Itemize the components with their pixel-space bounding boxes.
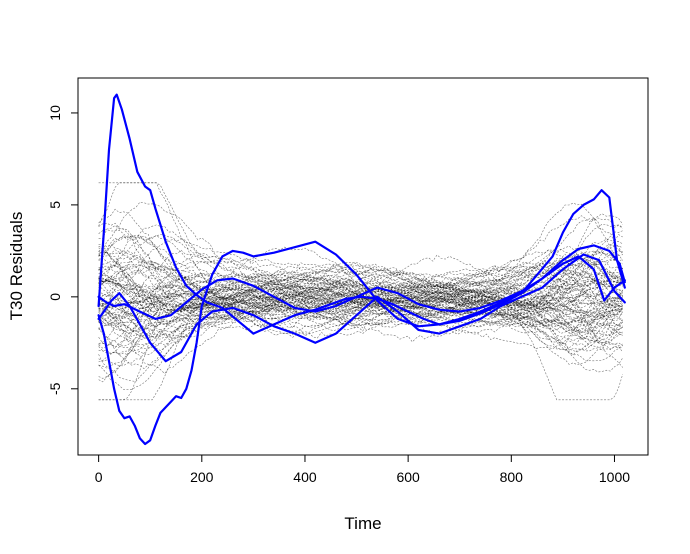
background-residual-line — [98, 294, 623, 311]
background-residual-line — [98, 286, 623, 356]
y-tick-label: 0 — [47, 293, 63, 301]
background-residual-line — [98, 245, 623, 316]
background-residual-line — [98, 291, 623, 319]
background-residual-line — [98, 262, 623, 321]
background-residual-line — [98, 255, 623, 348]
background-residual-line — [98, 262, 623, 339]
background-residual-line — [98, 263, 623, 327]
background-residual-line — [98, 182, 623, 338]
x-tick-label: 400 — [293, 469, 317, 485]
x-axis: 0 200 400 600 800 1000 — [95, 454, 630, 485]
background-residual-line — [98, 269, 623, 339]
background-residual-line — [98, 254, 623, 329]
x-tick-label: 200 — [190, 469, 214, 485]
y-axis: -5 0 5 10 — [47, 105, 79, 395]
x-tick-label: 0 — [95, 469, 103, 485]
background-residual-line — [98, 269, 623, 334]
x-tick-label: 600 — [396, 469, 420, 485]
highlighted-series-line-4 — [97, 253, 626, 363]
background-residual-line — [98, 296, 623, 328]
x-tick-label: 1000 — [599, 469, 630, 485]
background-residual-line — [98, 249, 623, 346]
background-residual-line — [98, 249, 623, 353]
background-residual-line — [98, 258, 623, 325]
background-residual-line — [98, 224, 623, 294]
highlighted-series-line-3 — [97, 255, 626, 320]
y-tick-label: 10 — [47, 105, 63, 121]
highlighted-series-line-2 — [97, 240, 626, 446]
y-tick-label: 5 — [47, 201, 63, 209]
highlighted-series-group — [97, 93, 626, 446]
y-tick-label: -5 — [47, 382, 63, 395]
background-residual-line — [98, 297, 623, 319]
background-residual-line — [98, 246, 623, 339]
background-residual-line — [98, 249, 623, 335]
background-residual-line — [98, 260, 623, 334]
background-residual-line — [98, 229, 623, 334]
background-residual-line — [98, 264, 623, 368]
background-residual-line — [98, 215, 623, 306]
background-residual-line — [98, 265, 623, 391]
background-residual-line — [98, 262, 623, 375]
highlighted-series-line-1 — [97, 93, 626, 335]
background-residual-line — [98, 278, 623, 334]
background-residual-line — [98, 260, 623, 401]
background-residual-line — [98, 274, 623, 350]
background-residual-line — [98, 225, 623, 322]
background-residual-line — [98, 235, 623, 346]
x-axis-title: Time — [344, 514, 381, 533]
background-residual-line — [98, 272, 623, 351]
background-residual-line — [98, 245, 623, 317]
background-residual-line — [98, 222, 623, 321]
background-residual-line — [98, 246, 623, 401]
background-residual-line — [98, 271, 623, 382]
background-residual-line — [98, 230, 623, 346]
background-residual-line — [98, 265, 623, 307]
background-residual-line — [98, 283, 623, 341]
x-tick-label: 800 — [500, 469, 524, 485]
background-residual-line — [98, 279, 623, 311]
background-residual-line — [98, 251, 623, 315]
background-residual-line — [98, 234, 623, 379]
background-residual-lines — [98, 182, 623, 401]
background-residual-line — [98, 284, 623, 331]
y-axis-title: T30 Residuals — [7, 212, 26, 321]
background-residual-line — [98, 264, 623, 369]
background-residual-line — [98, 250, 623, 326]
